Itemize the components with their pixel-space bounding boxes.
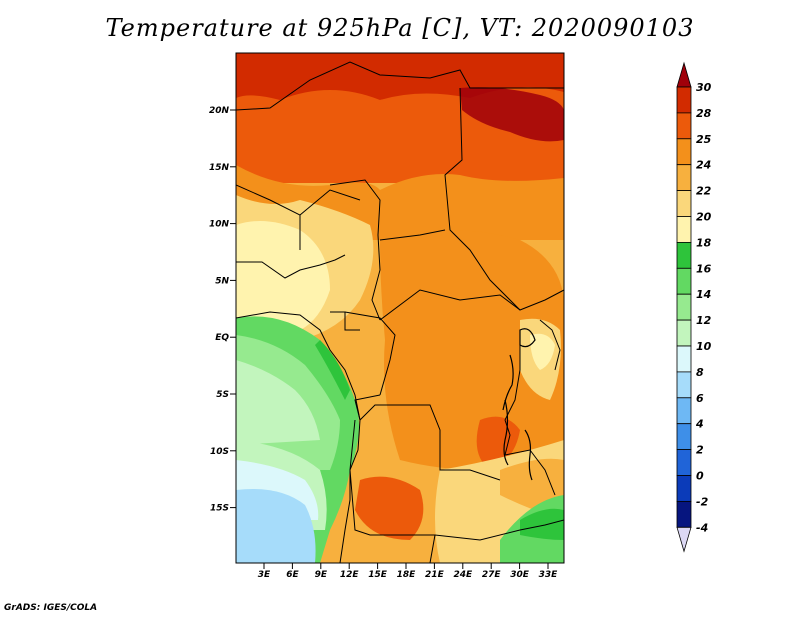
lakes [502,328,536,481]
lon-label: 27E [482,570,502,580]
colorbar-segment [676,216,692,243]
colorbar-label: 20 [696,211,712,224]
colorbar-segment [676,164,692,191]
lon-label: 9E [315,570,328,580]
lat-label: 10S [210,447,229,457]
lat-label: EQ [215,333,229,343]
lat-label: 20N [209,106,230,116]
grads-credit: GrADS: IGES/COLA [4,603,98,613]
lat-label: 10N [209,220,230,230]
colorbar-label: 0 [696,470,704,483]
lat-label: 5N [215,276,229,286]
coastline [235,311,361,564]
lat-label: 5S [216,390,229,400]
map-title: Temperature at 925hPa [C], VT: 202009010… [105,14,695,42]
lat-label: 15N [209,163,230,173]
colorbar-segment [676,112,692,140]
colorbar-label: 28 [696,107,712,120]
colorbar-label: 16 [696,262,712,275]
colorbar-segment [676,319,692,347]
colorbar-label: 8 [696,366,704,379]
colorbar-label: -2 [696,495,709,508]
lon-label: 12E [340,570,360,580]
colorbar-label: 10 [696,340,712,353]
colorbar-segment [676,138,692,166]
colorbar-label: 12 [696,314,712,327]
colorbar-segment [676,241,692,269]
lon-label: 24E [453,570,473,580]
colorbar-segment [676,293,692,321]
colorbar-label: 14 [696,288,711,301]
colorbar-label: 18 [696,236,712,249]
colorbar-label: 22 [696,185,712,198]
colorbar-segment [676,267,692,295]
lat-label: 15S [210,504,229,514]
lon-label: 18E [397,570,417,580]
map-frame [235,52,565,564]
colorbar-segment [676,475,692,502]
country-borders [236,61,564,563]
colorbar-label: 6 [696,392,704,405]
lon-label: 21E [425,570,445,580]
colorbar-min-triangle [676,526,692,553]
temperature-field [236,53,564,563]
colorbar-segment [676,86,692,114]
colorbar-segment [676,371,692,399]
colorbar-segment [676,190,692,217]
colorbar-label: 25 [696,133,712,146]
colorbar-segment [676,397,692,425]
colorbar-label: 4 [695,418,704,431]
longitude-axis: 3E 6E 9E 12E 15E 18E 21E 24E 27E 30E 33E [258,563,558,580]
lon-label: 33E [539,570,559,580]
lon-label: 6E [286,570,299,580]
colorbar-segment [676,449,692,476]
colorbar-max-triangle [676,61,692,88]
latitude-axis: 20N 15N 10N 5N EQ 5S 10S 15S [209,106,236,514]
colorbar-label: 24 [696,159,711,172]
colorbar-label: 2 [696,444,704,457]
colorbar-segment [676,500,692,528]
lon-label: 15E [368,570,388,580]
lon-label: 30E [510,570,530,580]
colorbar-label: -4 [696,521,708,534]
colorbar-segment [676,423,692,451]
colorbar-segment [676,345,692,373]
lon-label: 3E [258,570,271,580]
colorbar-label: 30 [696,81,712,94]
